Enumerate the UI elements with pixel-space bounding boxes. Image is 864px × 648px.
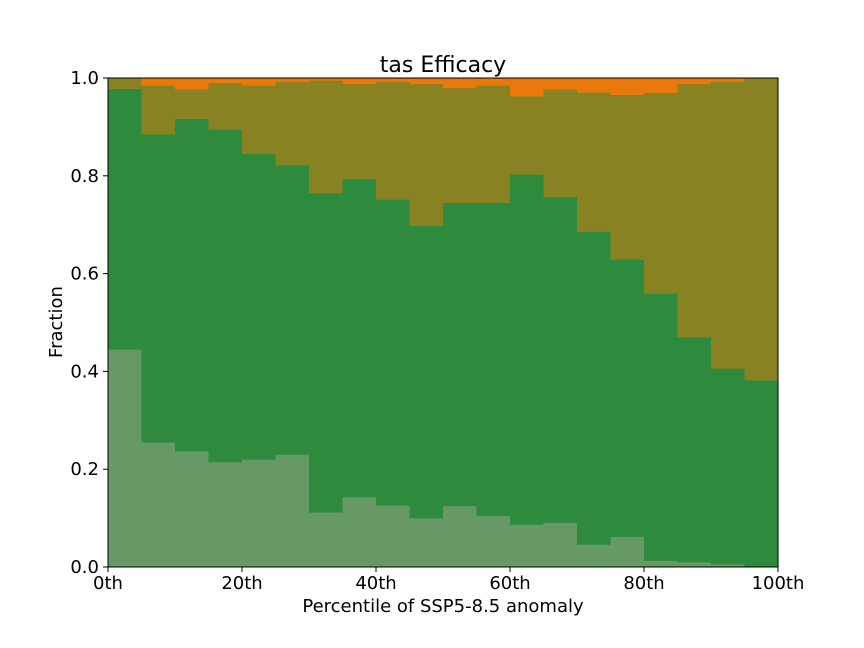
bar-series4-bin8 [376, 78, 410, 83]
bar-series3-bin0 [108, 78, 142, 90]
bar-series1-bin12 [510, 524, 544, 568]
x-tick-label: 80th [623, 573, 664, 594]
bar-series2-bin5 [275, 165, 310, 455]
bar-series1-bin14 [577, 544, 611, 568]
bar-series4-bin2 [175, 78, 209, 90]
bar-series1-bin17 [677, 562, 712, 568]
bar-series2-bin16 [644, 293, 678, 561]
bar-series2-bin1 [141, 134, 176, 443]
bar-series1-bin16 [644, 560, 678, 568]
bar-series3-bin17 [677, 83, 712, 338]
y-axis: 0.0 0.2 0.4 0.6 0.8 1.0 [70, 68, 108, 578]
bar-series4-bin4 [242, 78, 276, 86]
bar-series1-bin8 [376, 505, 410, 568]
bar-series3-bin3 [208, 82, 243, 130]
x-tick-label: 20th [221, 573, 262, 594]
y-axis-label: Fraction [46, 286, 67, 358]
bar-series3-bin6 [309, 80, 343, 194]
bar-series4-bin11 [476, 78, 511, 86]
bar-series3-bin10 [443, 87, 477, 203]
bar-series4-bin10 [443, 78, 477, 89]
bar-series1-bin13 [543, 522, 578, 568]
plot-frame [107, 77, 779, 568]
bar-series2-bin17 [677, 337, 712, 563]
bar-series4-bin3 [208, 78, 243, 84]
bar-series2-bin3 [208, 129, 243, 463]
bar-series3-bin16 [644, 92, 678, 294]
bar-series3-bin7 [342, 83, 377, 180]
bar-series2-bin12 [510, 174, 544, 525]
bar-series1-bin1 [141, 442, 176, 568]
x-tick-label: 0th [93, 573, 123, 594]
bar-series2-bin9 [409, 225, 444, 519]
x-tick-label: 60th [489, 573, 530, 594]
bar-series4-bin7 [342, 78, 377, 85]
bar-series2-bin8 [376, 199, 410, 506]
bar-series1-bin2 [175, 451, 209, 568]
y-tick-label: 0.4 [70, 361, 99, 382]
bar-series2-bin4 [242, 153, 276, 460]
bar-series3-bin18 [711, 81, 745, 369]
bar-series3-bin5 [275, 81, 310, 166]
bar-series4-bin18 [711, 78, 745, 82]
x-tick-label: 40th [355, 573, 396, 594]
bar-series3-bin8 [376, 81, 410, 200]
bar-series2-bin15 [610, 259, 645, 537]
bar-series4-bin13 [543, 78, 578, 90]
bar-series3-bin9 [409, 83, 444, 226]
bars-layer [108, 78, 779, 568]
bar-series2-bin11 [476, 202, 511, 516]
bar-series3-bin14 [577, 92, 611, 232]
bar-series2-bin10 [443, 202, 477, 507]
x-axis: 0th 20th 40th 60th 80th 100th [93, 567, 804, 594]
bar-series4-bin17 [677, 78, 712, 85]
bar-series3-bin13 [543, 89, 578, 198]
bar-series1-bin10 [443, 505, 477, 568]
bar-series4-bin14 [577, 78, 611, 93]
bar-series3-bin1 [141, 85, 176, 135]
y-tick-label: 0.6 [70, 264, 99, 285]
y-tick-label: 0.8 [70, 166, 99, 187]
bar-series1-bin15 [610, 536, 645, 568]
bar-series4-bin5 [275, 78, 310, 83]
x-axis-label: Percentile of SSP5-8.5 anomaly [302, 596, 584, 617]
bar-series1-bin7 [342, 497, 377, 568]
bar-series2-bin19 [744, 380, 779, 568]
bar-series3-bin4 [242, 85, 276, 155]
bar-series2-bin7 [342, 179, 377, 498]
bar-series4-bin1 [141, 78, 176, 86]
bar-series3-bin11 [476, 85, 511, 203]
bar-series1-bin5 [275, 454, 310, 568]
y-tick-label: 0.0 [70, 557, 99, 578]
bar-series4-bin16 [644, 78, 678, 93]
bar-series1-bin11 [476, 515, 511, 568]
x-tick-label: 100th [752, 573, 805, 594]
bar-series1-bin6 [309, 512, 343, 568]
bar-series1-bin0 [108, 349, 142, 568]
bar-series4-bin15 [610, 78, 645, 95]
y-tick-label: 1.0 [70, 68, 99, 89]
bar-series2-bin14 [577, 231, 611, 545]
bar-series1-bin3 [208, 461, 243, 568]
bar-series3-bin15 [610, 94, 645, 260]
chart-title: tas Efficacy [380, 53, 506, 78]
bar-series4-bin12 [510, 78, 544, 97]
bar-series2-bin2 [175, 118, 209, 452]
bar-series2-bin18 [711, 368, 745, 565]
bar-series3-bin2 [175, 89, 209, 119]
bar-series4-bin9 [409, 78, 444, 85]
bar-series4-bin6 [309, 78, 343, 81]
y-tick-label: 0.2 [70, 459, 99, 480]
bar-series3-bin12 [510, 96, 544, 175]
bar-series2-bin0 [108, 88, 142, 350]
bar-series1-bin9 [409, 518, 444, 568]
bar-series3-bin19 [744, 78, 779, 381]
bar-series1-bin18 [711, 564, 745, 568]
bar-series1-bin4 [242, 459, 276, 568]
bar-series2-bin6 [309, 192, 343, 513]
bar-series2-bin13 [543, 196, 578, 523]
